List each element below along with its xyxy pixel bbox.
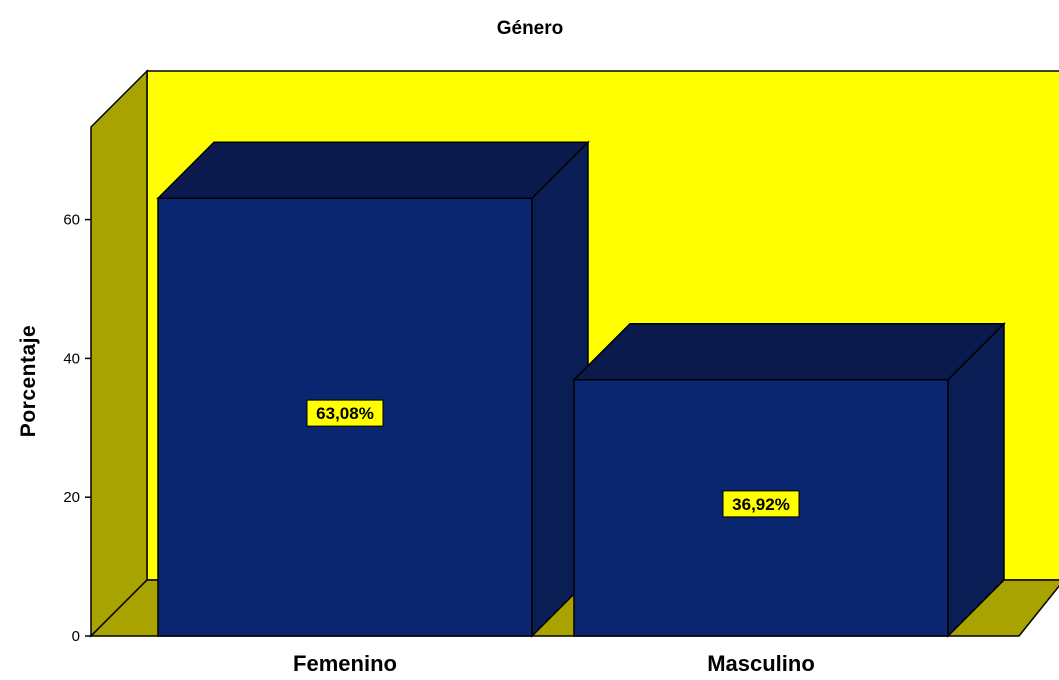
x-tick-label: Femenino [293,651,397,675]
data-label: 63,08% [316,404,374,423]
bar-femenino: 63,08% [156,140,590,638]
bar-masculino: 36,92% [572,321,1006,638]
data-label-box [722,490,800,518]
y-tick-label: 40 [63,350,80,367]
bar-top [572,323,1006,381]
y-axis-label: Porcentaje [17,325,40,437]
bar-side [947,321,1005,638]
x-tick-label: Masculino [707,651,815,675]
bars-group: 63,08% 36,92% [156,140,1006,638]
axes-group: Femenino Masculino 0 20 40 60 [63,212,815,676]
data-label-box [306,399,384,427]
data-label: 36,92% [732,495,790,514]
bar-top [156,141,590,199]
y-tick-label: 0 [72,628,80,645]
y-tick-label: 60 [63,212,80,229]
side-wall [90,69,148,638]
y-tick-label: 20 [63,489,80,506]
chart-title: Género [497,18,564,39]
